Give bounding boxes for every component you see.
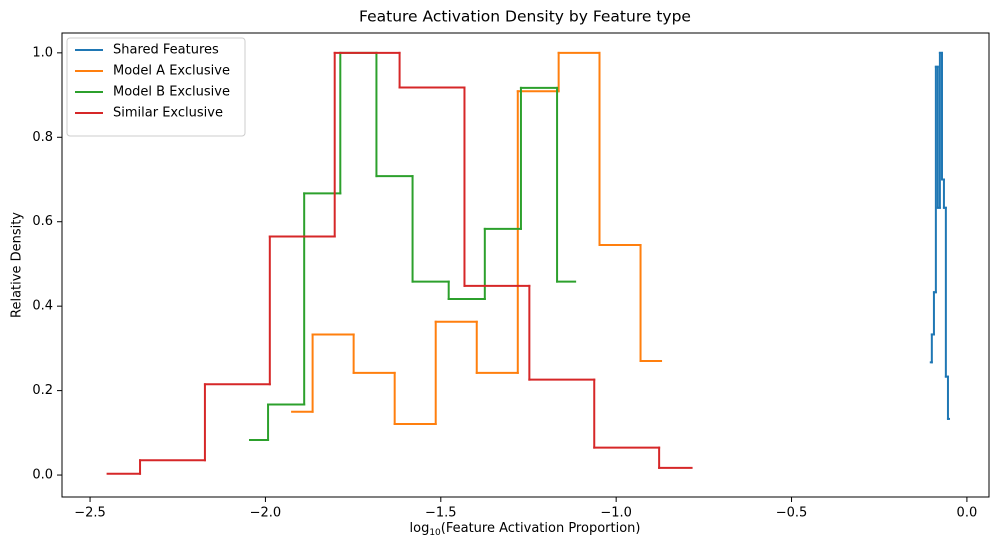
legend-label: Model B Exclusive xyxy=(113,85,230,100)
y-tick-label: 0.4 xyxy=(32,299,53,314)
x-label-rest: (Feature Activation Proportion) xyxy=(441,521,641,536)
series-line xyxy=(106,51,693,475)
x-axis-label: log10(Feature Activation Proportion) xyxy=(410,521,641,538)
legend-label: Similar Exclusive xyxy=(113,106,223,121)
y-tick-label: 0.8 xyxy=(32,130,53,145)
x-tick-label: −1.5 xyxy=(425,506,457,521)
legend-box xyxy=(66,37,246,137)
x-tick-label: 0.0 xyxy=(957,506,978,521)
x-tick-label: −1.0 xyxy=(600,506,632,521)
y-axis-label: Relative Density xyxy=(10,212,25,318)
x-tick-label: −0.5 xyxy=(776,506,808,521)
x-label-base: log xyxy=(410,521,430,536)
x-tick-label: −2.5 xyxy=(74,506,106,521)
legend-label: Shared Features xyxy=(113,43,219,58)
series-line xyxy=(929,51,951,420)
y-tick-label: 1.0 xyxy=(32,45,53,60)
series-line xyxy=(248,51,577,442)
legend-label: Model A Exclusive xyxy=(113,64,230,79)
x-label-sub: 10 xyxy=(429,528,441,538)
y-tick-label: 0.6 xyxy=(32,214,53,229)
series-line xyxy=(291,51,663,425)
x-tick-label: −2.0 xyxy=(250,506,282,521)
y-tick-label: 0.0 xyxy=(32,468,53,483)
plot-frame xyxy=(61,32,990,498)
chart-title: Feature Activation Density by Feature ty… xyxy=(359,8,691,26)
y-tick-label: 0.2 xyxy=(32,383,53,398)
